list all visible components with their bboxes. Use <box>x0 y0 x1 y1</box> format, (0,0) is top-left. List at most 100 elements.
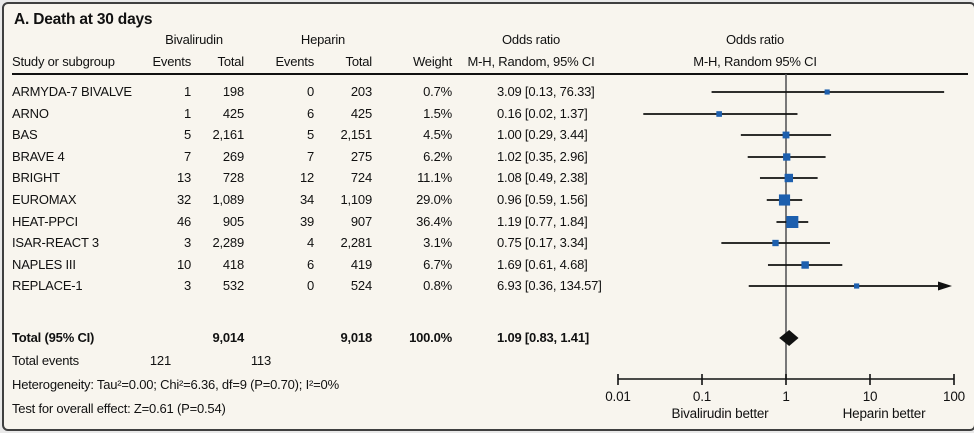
weight-cell: 6.7% <box>423 257 452 272</box>
weight-cell: 29.0% <box>416 192 452 207</box>
or-ci-cell: 1.02 [0.35, 2.96] <box>497 149 588 164</box>
or-column-header-line1: Odds ratio <box>502 32 560 47</box>
hep-events-cell: 7 <box>306 149 314 164</box>
or-marker <box>783 153 791 161</box>
study-name: HEAT-PPCI <box>12 214 78 229</box>
biv-events-cell: 3 <box>183 235 191 250</box>
or-marker <box>801 261 809 269</box>
hep-total-cell: 2,281 <box>340 235 372 250</box>
hep-total-cell: 2,151 <box>340 127 372 142</box>
col-header-hep-total: Total <box>345 54 373 69</box>
axis-tick-label: 100 <box>943 389 965 404</box>
summary-diamond <box>779 330 799 346</box>
or-ci-cell: 1.00 [0.29, 3.44] <box>497 127 588 142</box>
or-ci-cell: 6.93 [0.36, 134.57] <box>497 278 602 293</box>
biv-total-cell: 418 <box>222 257 244 272</box>
or-column-header-line2: M-H, Random, 95% CI <box>467 54 595 69</box>
or-marker <box>772 239 779 247</box>
or-ci-cell: 0.96 [0.59, 1.56] <box>497 192 588 207</box>
study-name: ISAR-REACT 3 <box>12 235 99 250</box>
hep-events-cell: 34 <box>299 192 314 207</box>
biv-events-cell: 7 <box>183 149 191 164</box>
or-ci-cell: 1.19 [0.77, 1.84] <box>497 214 588 229</box>
axis-tick-label: 10 <box>863 389 878 404</box>
header-divider <box>12 73 968 75</box>
hep-events-cell: 0 <box>306 278 314 293</box>
weight-cell: 3.1% <box>423 235 452 250</box>
or-marker <box>716 111 722 117</box>
weight-cell: 6.2% <box>423 149 452 164</box>
hep-total-cell: 1,109 <box>340 192 372 207</box>
biv-total-cell: 2,289 <box>212 235 244 250</box>
biv-events-cell: 32 <box>176 192 191 207</box>
hep-total-cell: 425 <box>350 106 372 121</box>
hep-events-cell: 5 <box>306 127 314 142</box>
group-header-heparin: Heparin <box>300 32 346 47</box>
hep-events-cell: 6 <box>306 257 314 272</box>
biv-events-cell: 46 <box>176 214 191 229</box>
plot-header-line2: M-H, Random 95% CI <box>693 54 817 69</box>
or-ci-cell: 3.09 [0.13, 76.33] <box>497 84 595 99</box>
hep-events-cell: 4 <box>306 235 314 250</box>
hep-events-cell: 39 <box>299 214 314 229</box>
weight-cell: 11.1% <box>417 170 452 185</box>
biv-total-cell: 728 <box>222 170 244 185</box>
hep-total-cell: 275 <box>350 149 372 164</box>
total-events-hep: 113 <box>250 353 271 368</box>
or-ci-cell: 0.16 [0.02, 1.37] <box>497 106 588 121</box>
hep-total-cell: 524 <box>350 278 372 293</box>
or-ci-cell: 0.75 [0.17, 3.34] <box>497 235 588 250</box>
or-ci-cell: 1.69 [0.61, 4.68] <box>497 257 588 272</box>
weight-cell: 4.5% <box>423 127 452 142</box>
biv-events-cell: 1 <box>183 106 191 121</box>
total-row-label: Total (95% CI) <box>12 330 95 345</box>
weight-cell: 0.8% <box>423 278 452 293</box>
axis-tick-label: 0.1 <box>693 389 711 404</box>
total-row-hep-total: 9,018 <box>340 330 372 345</box>
hep-total-cell: 724 <box>350 170 372 185</box>
biv-events-cell: 10 <box>176 257 191 272</box>
study-name: BRIGHT <box>12 170 60 185</box>
study-name: EUROMAX <box>12 192 77 207</box>
hep-total-cell: 203 <box>350 84 372 99</box>
total-row-weight: 100.0% <box>409 330 452 345</box>
col-header-weight: Weight <box>412 54 452 69</box>
biv-events-cell: 1 <box>183 84 191 99</box>
or-marker <box>782 131 790 139</box>
col-header-hep-events: Events <box>275 54 314 69</box>
axis-tick-label: 0.01 <box>605 389 630 404</box>
overall-effect-test: Test for overall effect: Z=0.61 (P=0.54) <box>12 401 226 416</box>
plot-header-line1: Odds ratio <box>726 32 784 47</box>
left-direction-label: Bivalirudin better <box>672 406 770 421</box>
study-name: BRAVE 4 <box>12 149 65 164</box>
weight-cell: 1.5% <box>423 106 452 121</box>
biv-total-cell: 425 <box>222 106 244 121</box>
col-header-biv-events: Events <box>152 54 191 69</box>
total-events-label: Total events <box>12 353 79 368</box>
study-name: REPLACE-1 <box>12 278 83 293</box>
axis-tick-label: 1 <box>782 389 789 404</box>
study-name: BAS <box>12 127 38 142</box>
total-row-biv-total: 9,014 <box>212 330 244 345</box>
biv-total-cell: 2,161 <box>212 127 244 142</box>
col-header-study: Study or subgroup <box>12 54 115 69</box>
study-name: ARNO <box>12 106 49 121</box>
hep-events-cell: 0 <box>306 84 314 99</box>
or-ci-cell: 1.08 [0.49, 2.38] <box>497 170 588 185</box>
biv-events-cell: 13 <box>176 170 191 185</box>
study-name: NAPLES III <box>12 257 76 272</box>
col-header-biv-total: Total <box>217 54 245 69</box>
biv-events-cell: 5 <box>183 127 191 142</box>
biv-total-cell: 1,089 <box>212 192 244 207</box>
or-marker <box>854 283 860 289</box>
total-events-biv: 121 <box>149 353 171 368</box>
weight-cell: 36.4% <box>416 214 452 229</box>
biv-total-cell: 269 <box>222 149 244 164</box>
study-name: ARMYDA-7 BIVALVE <box>12 84 132 99</box>
total-row-or-ci: 1.09 [0.83, 1.41] <box>497 330 589 345</box>
clipped-ci-arrow-icon <box>938 281 952 291</box>
right-direction-label: Heparin better <box>843 406 926 421</box>
weight-cell: 0.7% <box>423 84 452 99</box>
heterogeneity-stats: Heterogeneity: Tau²=0.00; Chi²=6.36, df=… <box>12 377 339 392</box>
biv-total-cell: 198 <box>222 84 244 99</box>
